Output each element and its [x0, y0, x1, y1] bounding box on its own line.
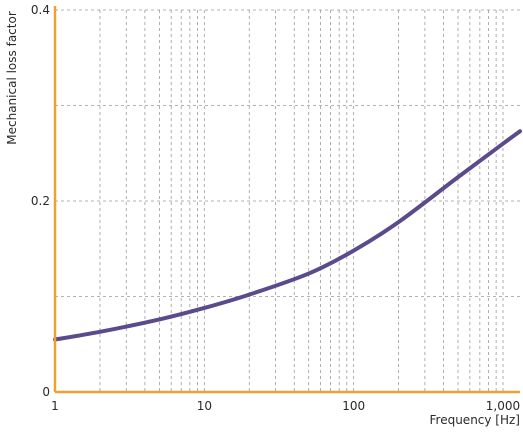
x-tick-label: 1,000: [486, 399, 520, 413]
x-tick-label: 1: [51, 399, 59, 413]
x-tick-label: 10: [197, 399, 212, 413]
axes: [53, 6, 520, 394]
y-tick-label: 0: [42, 385, 50, 399]
tick-labels: 1 10 100 1,000 0 0.2 0.4: [31, 3, 520, 413]
x-tick-label: 100: [342, 399, 365, 413]
y-tick-label: 0.2: [31, 194, 50, 208]
series-line-0: [53, 129, 522, 342]
y-axis-label: Mechanical loss factor: [5, 11, 19, 145]
series-layer: [53, 129, 522, 342]
y-tick-label: 0.4: [31, 3, 50, 17]
grid: [55, 9, 520, 392]
x-axis-label: Frequency [Hz]: [430, 413, 521, 427]
